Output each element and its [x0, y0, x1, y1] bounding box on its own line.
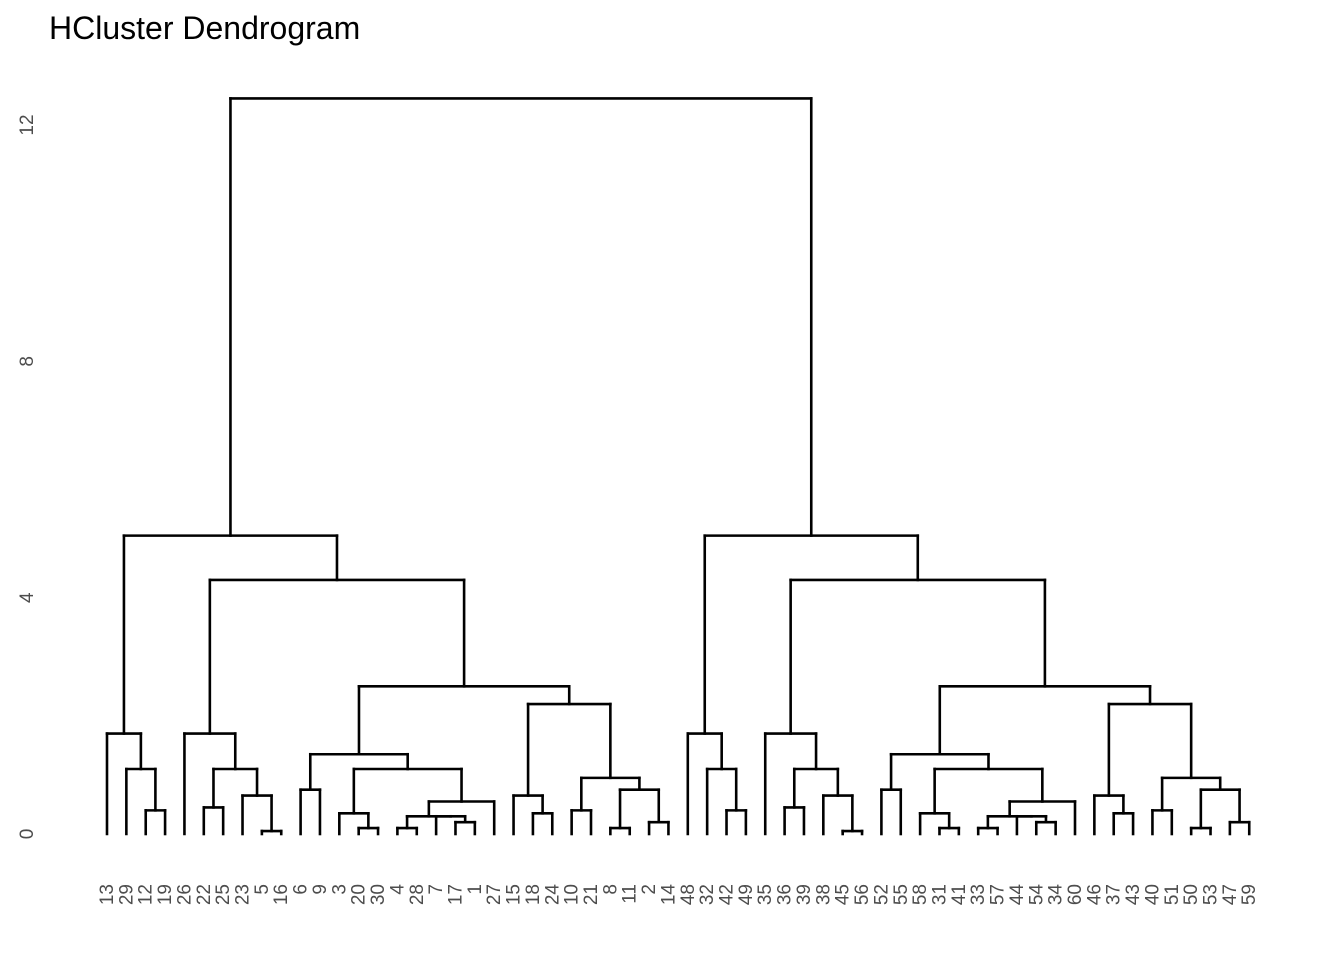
leaf-label: 6 [291, 884, 312, 895]
y-tick-label: 12 [17, 114, 38, 135]
leaf-label: 3 [329, 884, 350, 895]
leaf-label: 7 [426, 884, 447, 895]
leaf-label: 30 [368, 884, 389, 905]
leaf-label: 57 [988, 884, 1009, 905]
leaf-label: 32 [697, 884, 718, 905]
leaf-label: 28 [407, 884, 428, 905]
leaf-label: 36 [775, 884, 796, 905]
leaf-label: 51 [1162, 884, 1183, 905]
chart-title: HCluster Dendrogram [49, 10, 360, 46]
leaf-label: 53 [1201, 884, 1222, 905]
leaf-label: 34 [1046, 884, 1067, 906]
leaf-label: 10 [562, 884, 583, 905]
leaf-label: 31 [929, 884, 950, 905]
leaf-label: 54 [1026, 884, 1047, 906]
leaf-label: 49 [736, 884, 757, 905]
leaf-label: 43 [1123, 884, 1144, 905]
leaf-label: 12 [136, 884, 157, 905]
leaf-label: 58 [910, 884, 931, 905]
leaf-label: 25 [213, 884, 234, 905]
leaf-label: 38 [813, 884, 834, 905]
leaf-label: 1 [465, 884, 486, 895]
leaf-label: 26 [174, 884, 195, 905]
leaf-label: 40 [1142, 884, 1163, 905]
leaf-label: 60 [1065, 884, 1086, 905]
leaf-label: 35 [755, 884, 776, 905]
leaf-label: 42 [717, 884, 738, 905]
leaf-label: 11 [620, 884, 641, 904]
y-tick-label: 8 [17, 356, 38, 367]
leaf-label: 17 [445, 884, 466, 905]
dendrogram-branches [105, 97, 1251, 836]
leaf-label: 18 [523, 884, 544, 905]
y-axis: 0 4 8 12 [17, 114, 38, 839]
leaf-label: 14 [658, 884, 679, 906]
leaf-label: 27 [484, 884, 505, 905]
leaf-label: 20 [349, 884, 370, 905]
leaf-label: 46 [1084, 884, 1105, 905]
leaf-label: 29 [116, 884, 137, 905]
y-tick-label: 0 [17, 829, 38, 840]
leaf-label: 55 [891, 884, 912, 905]
leaf-label: 44 [1007, 884, 1028, 906]
leaf-label: 50 [1181, 884, 1202, 905]
leaf-label: 2 [639, 884, 660, 895]
leaf-label: 5 [252, 884, 273, 895]
leaf-label: 41 [949, 884, 970, 905]
leaf-label: 19 [155, 884, 176, 905]
y-tick-label: 4 [17, 592, 38, 603]
leaf-label: 23 [233, 884, 254, 905]
leaf-label: 47 [1220, 884, 1241, 905]
leaf-label: 22 [194, 884, 215, 905]
leaf-label: 52 [871, 884, 892, 905]
leaf-label: 21 [581, 884, 602, 905]
leaf-label: 24 [542, 884, 563, 906]
leaf-label: 4 [387, 884, 408, 895]
leaf-label: 48 [678, 884, 699, 905]
leaf-label: 37 [1104, 884, 1125, 905]
leaf-labels: 1329121926222523516693203042871712715182… [97, 884, 1260, 906]
leaf-label: 13 [97, 884, 118, 905]
leaf-label: 9 [310, 884, 331, 895]
leaf-label: 8 [600, 884, 621, 895]
leaf-label: 16 [271, 884, 292, 905]
leaf-label: 45 [833, 884, 854, 905]
leaf-label: 15 [504, 884, 525, 905]
leaf-label: 39 [794, 884, 815, 905]
leaf-label: 33 [968, 884, 989, 905]
leaf-label: 56 [852, 884, 873, 905]
leaf-label: 59 [1239, 884, 1260, 905]
